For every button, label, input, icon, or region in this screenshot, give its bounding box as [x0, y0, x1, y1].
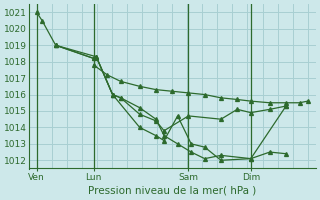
X-axis label: Pression niveau de la mer( hPa ): Pression niveau de la mer( hPa ) — [88, 186, 256, 196]
